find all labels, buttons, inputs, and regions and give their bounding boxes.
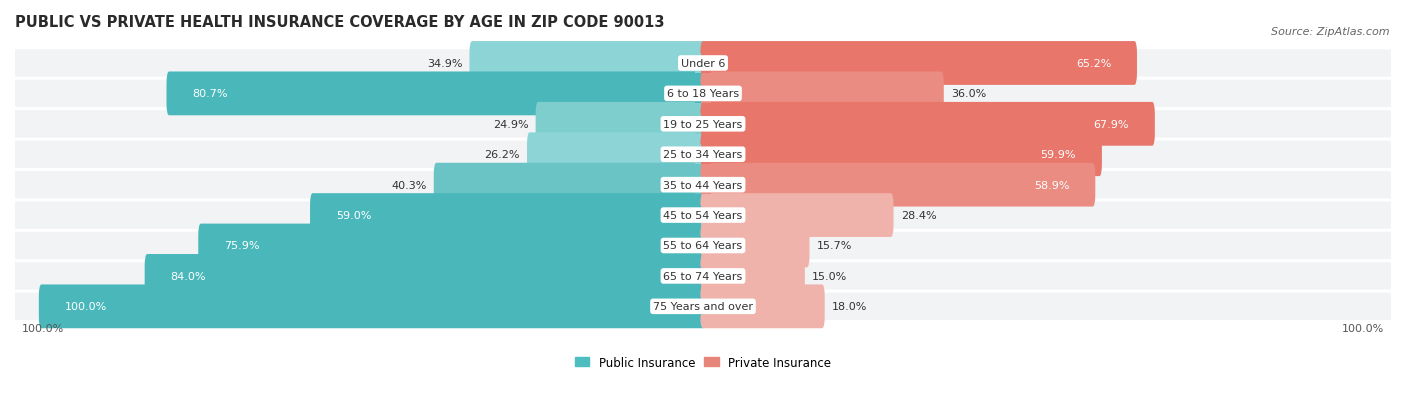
FancyBboxPatch shape — [15, 202, 1391, 229]
Text: 15.7%: 15.7% — [817, 241, 852, 251]
FancyBboxPatch shape — [15, 141, 1391, 169]
Text: Under 6: Under 6 — [681, 59, 725, 69]
FancyBboxPatch shape — [198, 224, 706, 268]
Text: 55 to 64 Years: 55 to 64 Years — [664, 241, 742, 251]
Text: PUBLIC VS PRIVATE HEALTH INSURANCE COVERAGE BY AGE IN ZIP CODE 90013: PUBLIC VS PRIVATE HEALTH INSURANCE COVER… — [15, 15, 665, 30]
FancyBboxPatch shape — [145, 254, 706, 298]
FancyBboxPatch shape — [695, 297, 704, 316]
FancyBboxPatch shape — [700, 164, 1095, 207]
Text: 58.9%: 58.9% — [1033, 180, 1070, 190]
FancyBboxPatch shape — [702, 176, 711, 195]
FancyBboxPatch shape — [695, 54, 704, 74]
Text: Source: ZipAtlas.com: Source: ZipAtlas.com — [1271, 27, 1389, 37]
FancyBboxPatch shape — [470, 42, 706, 85]
FancyBboxPatch shape — [695, 84, 704, 104]
FancyBboxPatch shape — [15, 232, 1391, 259]
FancyBboxPatch shape — [702, 84, 711, 104]
Text: 65 to 74 Years: 65 to 74 Years — [664, 271, 742, 281]
FancyBboxPatch shape — [15, 263, 1391, 290]
Text: 84.0%: 84.0% — [170, 271, 205, 281]
Text: 34.9%: 34.9% — [426, 59, 463, 69]
FancyBboxPatch shape — [702, 145, 711, 164]
FancyBboxPatch shape — [39, 285, 706, 328]
Text: 45 to 54 Years: 45 to 54 Years — [664, 211, 742, 221]
FancyBboxPatch shape — [15, 293, 1391, 320]
Text: 19 to 25 Years: 19 to 25 Years — [664, 119, 742, 130]
Text: 24.9%: 24.9% — [492, 119, 529, 130]
Text: 65.2%: 65.2% — [1076, 59, 1111, 69]
Text: 59.9%: 59.9% — [1040, 150, 1076, 160]
FancyBboxPatch shape — [434, 164, 706, 207]
FancyBboxPatch shape — [695, 115, 704, 134]
FancyBboxPatch shape — [700, 285, 825, 328]
FancyBboxPatch shape — [695, 206, 704, 225]
Text: 75 Years and over: 75 Years and over — [652, 301, 754, 311]
FancyBboxPatch shape — [15, 81, 1391, 108]
FancyBboxPatch shape — [536, 103, 706, 146]
FancyBboxPatch shape — [527, 133, 706, 177]
Text: 100.0%: 100.0% — [21, 323, 63, 333]
FancyBboxPatch shape — [700, 133, 1102, 177]
FancyBboxPatch shape — [700, 254, 804, 298]
FancyBboxPatch shape — [695, 236, 704, 256]
FancyBboxPatch shape — [695, 266, 704, 286]
Text: 25 to 34 Years: 25 to 34 Years — [664, 150, 742, 160]
FancyBboxPatch shape — [15, 50, 1391, 78]
Text: 40.3%: 40.3% — [391, 180, 426, 190]
Text: 18.0%: 18.0% — [832, 301, 868, 311]
Text: 28.4%: 28.4% — [901, 211, 936, 221]
FancyBboxPatch shape — [695, 145, 704, 164]
Text: 6 to 18 Years: 6 to 18 Years — [666, 89, 740, 99]
Text: 67.9%: 67.9% — [1094, 119, 1129, 130]
FancyBboxPatch shape — [700, 194, 894, 237]
FancyBboxPatch shape — [15, 171, 1391, 199]
FancyBboxPatch shape — [695, 176, 704, 195]
FancyBboxPatch shape — [700, 42, 1137, 85]
FancyBboxPatch shape — [702, 115, 711, 134]
FancyBboxPatch shape — [700, 103, 1154, 146]
Text: 80.7%: 80.7% — [193, 89, 228, 99]
FancyBboxPatch shape — [702, 206, 711, 225]
Text: 35 to 44 Years: 35 to 44 Years — [664, 180, 742, 190]
Text: 36.0%: 36.0% — [950, 89, 987, 99]
FancyBboxPatch shape — [700, 72, 943, 116]
FancyBboxPatch shape — [702, 297, 711, 316]
Text: 26.2%: 26.2% — [484, 150, 520, 160]
FancyBboxPatch shape — [15, 111, 1391, 138]
Text: 59.0%: 59.0% — [336, 211, 371, 221]
Text: 100.0%: 100.0% — [65, 301, 107, 311]
FancyBboxPatch shape — [702, 266, 711, 286]
FancyBboxPatch shape — [166, 72, 706, 116]
FancyBboxPatch shape — [702, 54, 711, 74]
Text: 15.0%: 15.0% — [813, 271, 848, 281]
Text: 100.0%: 100.0% — [1343, 323, 1385, 333]
FancyBboxPatch shape — [311, 194, 706, 237]
Legend: Public Insurance, Private Insurance: Public Insurance, Private Insurance — [571, 351, 835, 374]
Text: 75.9%: 75.9% — [224, 241, 260, 251]
FancyBboxPatch shape — [702, 236, 711, 256]
FancyBboxPatch shape — [700, 224, 810, 268]
